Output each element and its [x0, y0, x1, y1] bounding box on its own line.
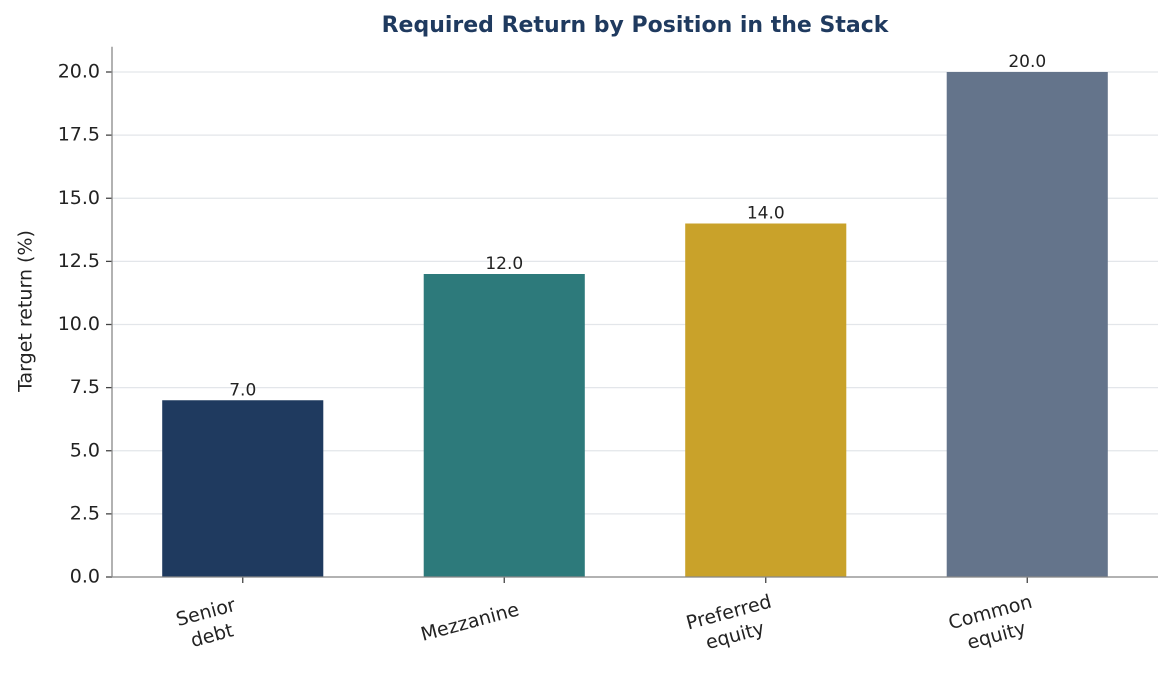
bar — [423, 274, 585, 577]
bar — [685, 223, 847, 577]
value-label: 7.0 — [229, 380, 256, 400]
x-tick-label: Mezzanine — [418, 598, 521, 645]
x-tick-label: Seniordebt — [174, 594, 245, 654]
y-tick-label: 2.5 — [70, 502, 100, 524]
y-tick-label: 5.0 — [70, 439, 100, 461]
y-tick-label: 12.5 — [58, 250, 100, 272]
y-tick-label: 7.5 — [70, 376, 100, 398]
value-label: 12.0 — [485, 254, 523, 274]
x-tick-label: Commonequity — [946, 590, 1041, 657]
y-tick-label: 17.5 — [58, 124, 100, 146]
y-tick-label: 10.0 — [58, 313, 100, 335]
chart-title: Required Return by Position in the Stack — [382, 13, 890, 38]
value-label: 20.0 — [1008, 52, 1046, 72]
bar — [162, 400, 324, 577]
y-tick-label: 0.0 — [70, 566, 100, 588]
y-axis-label: Target return (%) — [15, 230, 37, 393]
value-label: 14.0 — [747, 204, 785, 224]
y-tick-label: 15.0 — [58, 187, 100, 209]
bar — [946, 72, 1108, 577]
y-tick-label: 20.0 — [58, 61, 100, 83]
x-tick-label: Preferredequity — [684, 590, 780, 657]
